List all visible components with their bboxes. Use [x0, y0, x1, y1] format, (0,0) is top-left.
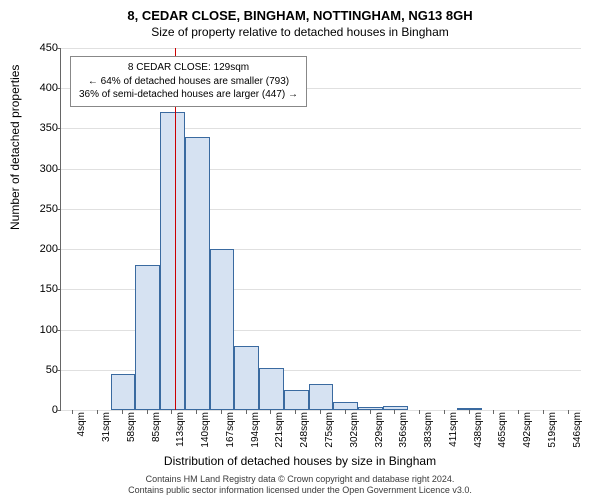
- x-tick-label: 383sqm: [423, 412, 434, 456]
- x-tick-mark: [469, 410, 470, 414]
- x-tick-label: 113sqm: [175, 412, 186, 456]
- annotation-line3: 36% of semi-detached houses are larger (…: [79, 88, 298, 102]
- x-tick-label: 221sqm: [274, 412, 285, 456]
- y-tick-mark: [56, 410, 60, 411]
- footer-attribution: Contains HM Land Registry data © Crown c…: [0, 474, 600, 497]
- chart-title-main: 8, CEDAR CLOSE, BINGHAM, NOTTINGHAM, NG1…: [0, 0, 600, 23]
- gridline: [61, 410, 581, 411]
- chart-title-sub: Size of property relative to detached ho…: [0, 23, 600, 39]
- histogram-bar: [457, 408, 482, 410]
- gridline: [61, 249, 581, 250]
- y-tick-mark: [56, 289, 60, 290]
- gridline: [61, 169, 581, 170]
- y-tick-label: 100: [33, 324, 58, 336]
- x-tick-mark: [270, 410, 271, 414]
- y-tick-mark: [56, 330, 60, 331]
- x-tick-mark: [221, 410, 222, 414]
- x-tick-mark: [444, 410, 445, 414]
- x-tick-mark: [370, 410, 371, 414]
- x-tick-label: 167sqm: [225, 412, 236, 456]
- x-tick-mark: [518, 410, 519, 414]
- y-tick-mark: [56, 370, 60, 371]
- histogram-bar: [234, 346, 259, 410]
- y-tick-label: 0: [33, 404, 58, 416]
- y-tick-label: 350: [33, 122, 58, 134]
- x-tick-label: 58sqm: [126, 412, 137, 456]
- histogram-bar: [358, 407, 383, 410]
- x-tick-label: 519sqm: [547, 412, 558, 456]
- x-tick-mark: [320, 410, 321, 414]
- y-tick-label: 250: [33, 203, 58, 215]
- y-tick-label: 200: [33, 243, 58, 255]
- histogram-bar: [111, 374, 136, 410]
- x-tick-mark: [122, 410, 123, 414]
- x-tick-label: 546sqm: [572, 412, 583, 456]
- annotation-box: 8 CEDAR CLOSE: 129sqm ← 64% of detached …: [70, 56, 307, 107]
- x-tick-mark: [97, 410, 98, 414]
- histogram-bar: [160, 112, 185, 410]
- x-tick-label: 140sqm: [200, 412, 211, 456]
- x-tick-label: 492sqm: [522, 412, 533, 456]
- x-tick-label: 302sqm: [349, 412, 360, 456]
- y-tick-label: 300: [33, 163, 58, 175]
- x-axis-label: Distribution of detached houses by size …: [0, 454, 600, 468]
- x-tick-label: 194sqm: [250, 412, 261, 456]
- x-tick-label: 356sqm: [398, 412, 409, 456]
- histogram-bar: [309, 384, 334, 410]
- histogram-bar: [135, 265, 160, 410]
- y-tick-mark: [56, 169, 60, 170]
- x-tick-mark: [171, 410, 172, 414]
- annotation-line1: 8 CEDAR CLOSE: 129sqm: [79, 61, 298, 75]
- x-tick-mark: [295, 410, 296, 414]
- y-tick-mark: [56, 88, 60, 89]
- x-tick-mark: [493, 410, 494, 414]
- x-tick-mark: [345, 410, 346, 414]
- x-tick-mark: [543, 410, 544, 414]
- gridline: [61, 128, 581, 129]
- y-tick-label: 450: [33, 42, 58, 54]
- y-tick-label: 400: [33, 82, 58, 94]
- x-tick-label: 85sqm: [151, 412, 162, 456]
- histogram-bar: [210, 249, 235, 410]
- x-tick-label: 465sqm: [497, 412, 508, 456]
- y-tick-mark: [56, 128, 60, 129]
- x-tick-label: 4sqm: [76, 412, 87, 456]
- histogram-bar: [185, 137, 210, 411]
- x-tick-label: 438sqm: [473, 412, 484, 456]
- gridline: [61, 209, 581, 210]
- y-tick-mark: [56, 48, 60, 49]
- x-tick-mark: [568, 410, 569, 414]
- footer-line2: Contains public sector information licen…: [0, 485, 600, 496]
- x-tick-label: 275sqm: [324, 412, 335, 456]
- histogram-bar: [284, 390, 309, 410]
- x-tick-label: 411sqm: [448, 412, 459, 456]
- y-tick-label: 150: [33, 283, 58, 295]
- histogram-bar: [333, 402, 358, 410]
- x-tick-mark: [394, 410, 395, 414]
- y-tick-mark: [56, 249, 60, 250]
- x-tick-mark: [147, 410, 148, 414]
- y-axis-label: Number of detached properties: [8, 65, 22, 230]
- y-tick-label: 50: [33, 364, 58, 376]
- chart-container: 8, CEDAR CLOSE, BINGHAM, NOTTINGHAM, NG1…: [0, 0, 600, 500]
- gridline: [61, 48, 581, 49]
- x-tick-mark: [72, 410, 73, 414]
- x-tick-label: 248sqm: [299, 412, 310, 456]
- y-tick-mark: [56, 209, 60, 210]
- x-tick-mark: [196, 410, 197, 414]
- x-tick-label: 31sqm: [101, 412, 112, 456]
- x-tick-mark: [246, 410, 247, 414]
- x-tick-label: 329sqm: [374, 412, 385, 456]
- annotation-line2: ← 64% of detached houses are smaller (79…: [79, 75, 298, 89]
- histogram-bar: [259, 368, 284, 410]
- footer-line1: Contains HM Land Registry data © Crown c…: [0, 474, 600, 485]
- x-tick-mark: [419, 410, 420, 414]
